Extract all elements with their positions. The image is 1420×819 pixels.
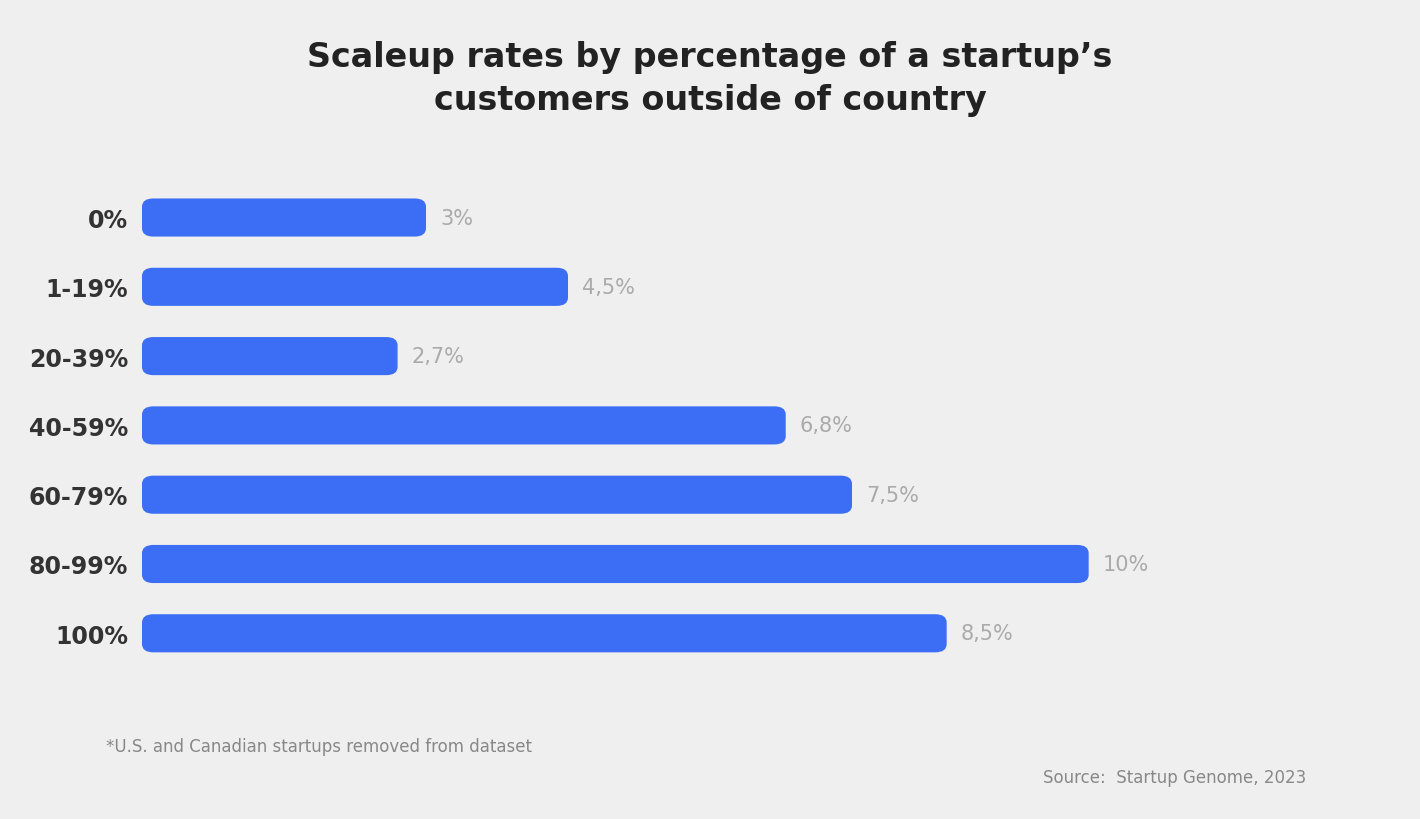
Text: 10%: 10% — [1103, 554, 1149, 574]
Text: Source:  Startup Genome, 2023: Source: Startup Genome, 2023 — [1044, 768, 1306, 786]
Text: *U.S. and Canadian startups removed from dataset: *U.S. and Canadian startups removed from… — [106, 737, 532, 755]
FancyBboxPatch shape — [142, 199, 426, 238]
Text: 6,8%: 6,8% — [799, 416, 853, 436]
FancyBboxPatch shape — [142, 614, 947, 653]
FancyBboxPatch shape — [142, 476, 852, 514]
Text: 8,5%: 8,5% — [961, 623, 1014, 644]
Text: Scaleup rates by percentage of a startup’s
customers outside of country: Scaleup rates by percentage of a startup… — [307, 41, 1113, 117]
FancyBboxPatch shape — [142, 407, 785, 445]
Text: 3%: 3% — [440, 208, 473, 229]
Text: 2,7%: 2,7% — [412, 346, 464, 367]
Text: 7,5%: 7,5% — [866, 485, 919, 505]
FancyBboxPatch shape — [142, 337, 398, 376]
FancyBboxPatch shape — [142, 545, 1089, 583]
Text: 4,5%: 4,5% — [582, 278, 635, 297]
FancyBboxPatch shape — [142, 269, 568, 306]
